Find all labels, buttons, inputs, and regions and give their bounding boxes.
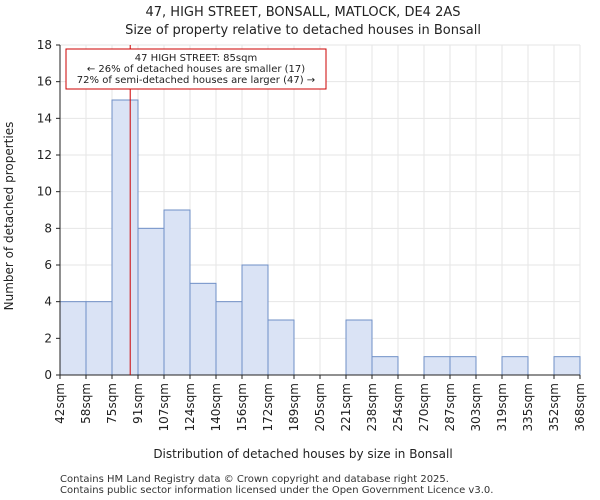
bar-75sqm	[111, 99, 139, 376]
bar-42sqm	[59, 301, 87, 376]
y-tick-label: 12	[37, 148, 52, 162]
y-tick-label: 8	[44, 221, 52, 235]
footer-line-2: Contains public sector information licen…	[60, 485, 493, 496]
bar-319sqm	[501, 356, 529, 376]
bars	[59, 99, 581, 376]
x-tick-label: 319sqm	[495, 383, 509, 431]
x-tick-label: 75sqm	[105, 383, 119, 424]
y-tick-label: 16	[37, 75, 52, 89]
y-tick-label: 10	[37, 185, 52, 199]
x-tick-label: 172sqm	[261, 383, 275, 431]
y-axis-label: Number of detached properties	[2, 122, 16, 311]
annotation-line-3: 72% of semi-detached houses are larger (…	[77, 75, 315, 86]
chart-subtitle: Size of property relative to detached ho…	[125, 23, 481, 38]
chart-title: 47, HIGH STREET, BONSALL, MATLOCK, DE4 2…	[145, 5, 460, 20]
bar-172sqm	[267, 319, 295, 376]
x-tick-label: 107sqm	[157, 383, 171, 431]
x-tick-labels: 42sqm 58sqm 75sqm 91sqm 107sqm 124sqm 140sqm 15…	[53, 375, 587, 431]
bar-221sqm	[345, 319, 373, 376]
x-tick-label: 189sqm	[287, 383, 301, 431]
x-tick-label: 156sqm	[235, 383, 249, 431]
x-tick-label: 238sqm	[365, 383, 379, 431]
bar-352sqm	[553, 356, 581, 376]
x-tick-label: 303sqm	[469, 383, 483, 431]
bar-287sqm	[449, 356, 477, 376]
annotation-box	[65, 48, 327, 90]
x-tick-label: 335sqm	[521, 383, 535, 431]
bar-156sqm	[241, 264, 269, 376]
x-tick-label: 254sqm	[391, 383, 405, 431]
x-tick-label: 368sqm	[573, 383, 587, 431]
x-axis-label: Distribution of detached houses by size …	[153, 447, 452, 461]
x-tick-label: 42sqm	[53, 383, 67, 424]
bar-91sqm	[137, 227, 165, 376]
bar-270sqm	[423, 356, 451, 376]
y-tick-labels: 0 2 4 6 8 10 12 14 16 18	[37, 38, 60, 382]
x-tick-label: 287sqm	[443, 383, 457, 431]
x-tick-label: 124sqm	[183, 383, 197, 431]
x-tick-label: 270sqm	[417, 383, 431, 431]
y-tick-label: 14	[37, 111, 52, 125]
bar-58sqm	[85, 301, 113, 376]
y-tick-label: 6	[44, 258, 52, 272]
footer-line-1: Contains HM Land Registry data © Crown c…	[60, 474, 449, 485]
y-tick-label: 2	[44, 331, 52, 345]
bar-124sqm	[189, 282, 217, 376]
bar-238sqm	[371, 356, 399, 376]
x-tick-label: 205sqm	[313, 383, 327, 431]
annotation-line-2: ← 26% of detached houses are smaller (17…	[87, 64, 305, 75]
bar-140sqm	[215, 301, 243, 376]
bar-107sqm	[163, 209, 191, 376]
x-tick-label: 352sqm	[547, 383, 561, 431]
x-tick-label: 140sqm	[209, 383, 223, 431]
y-tick-label: 0	[44, 368, 52, 382]
x-tick-label: 221sqm	[339, 383, 353, 431]
annotation-line-1: 47 HIGH STREET: 85sqm	[135, 53, 257, 64]
y-tick-label: 4	[44, 295, 52, 309]
x-tick-label: 58sqm	[79, 383, 93, 424]
x-tick-label: 91sqm	[131, 383, 145, 424]
y-tick-label: 18	[37, 38, 52, 52]
